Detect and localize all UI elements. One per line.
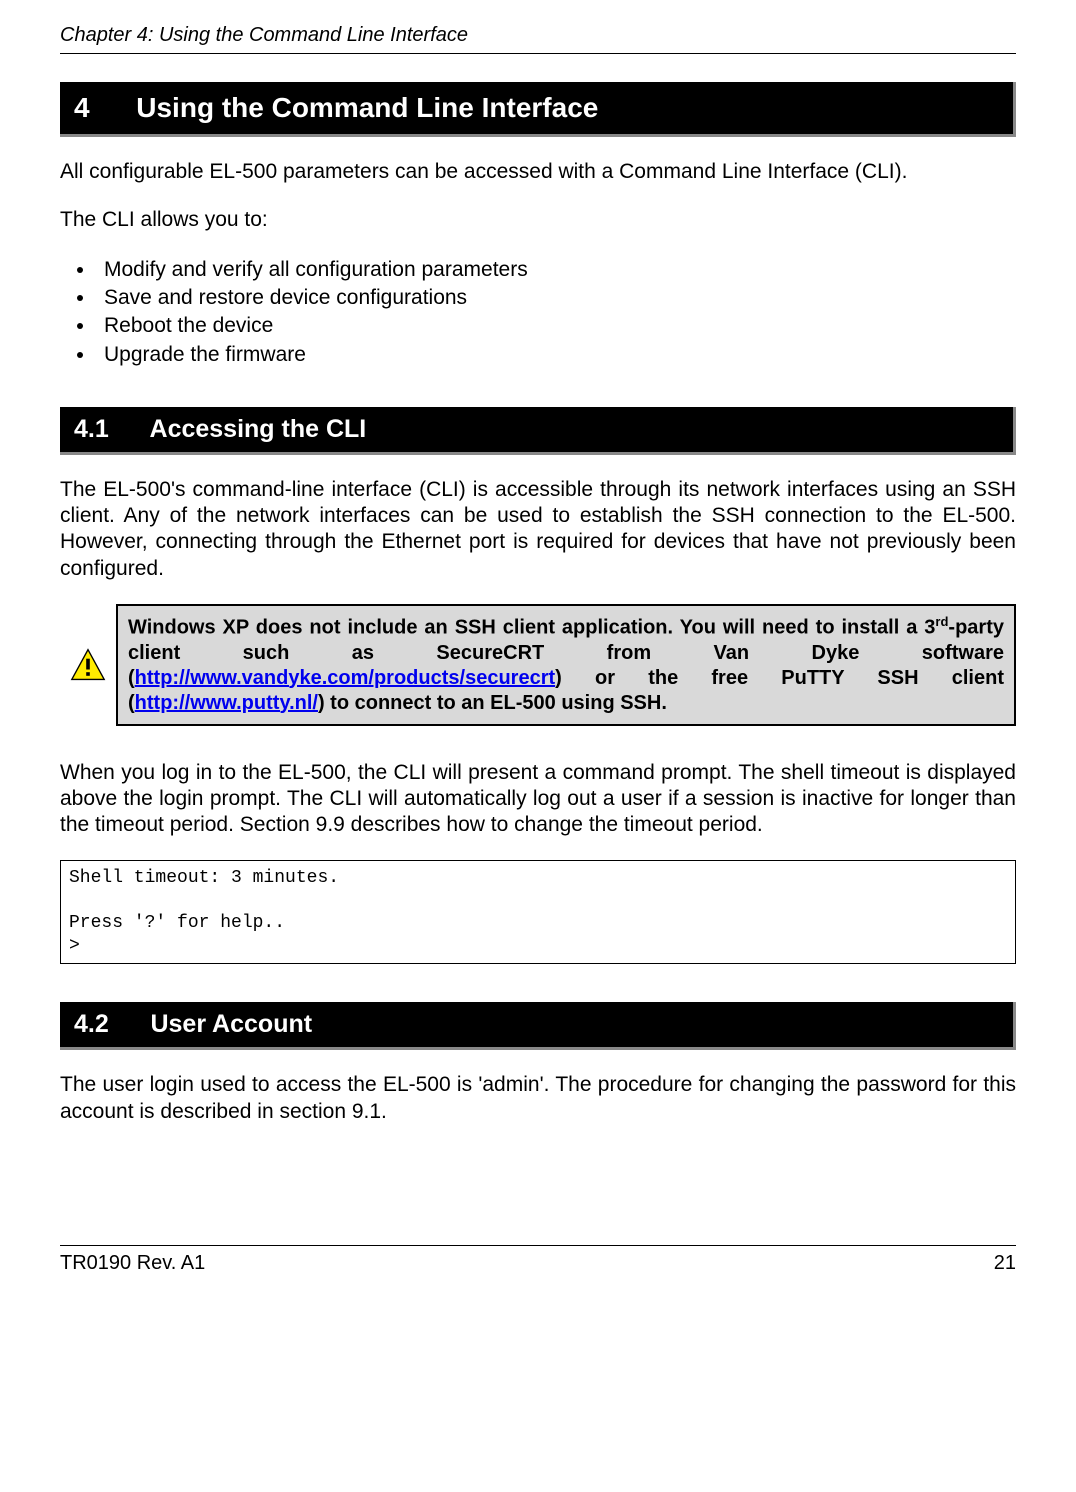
doc-id: TR0190 Rev. A1 [60,1252,205,1275]
section41-para2: When you log in to the EL-500, the CLI w… [60,760,1016,839]
section42-para1: The user login used to access the EL-500… [60,1072,1016,1125]
warning-icon-cell [60,647,116,683]
section4-allows-intro: The CLI allows you to: [60,207,1016,233]
warning-callout: Windows XP does not include an SSH clien… [60,604,1016,726]
page-header: Chapter 4: Using the Command Line Interf… [60,24,1016,54]
list-item: Modify and verify all configuration para… [96,256,1016,284]
securecrt-link[interactable]: http://www.vandyke.com/products/securecr… [135,667,555,689]
section-4-2-heading: 4.2 User Account [60,1002,1016,1050]
section-4-heading: 4 Using the Command Line Interface [60,82,1016,137]
subsection-title: Accessing the CLI [150,415,367,443]
warning-icon [70,647,106,683]
cli-capabilities-list: Modify and verify all configuration para… [96,256,1016,369]
chapter-title: Chapter 4: Using the Command Line Interf… [60,24,468,46]
putty-link[interactable]: http://www.putty.nl/ [135,692,318,714]
section-title: Using the Command Line Interface [136,92,598,123]
callout-sup: rd [935,614,948,629]
section4-intro: All configurable EL-500 parameters can b… [60,159,1016,185]
page-footer: TR0190 Rev. A1 21 [60,1245,1016,1275]
subsection-number: 4.2 [74,1010,109,1038]
page-number: 21 [994,1252,1016,1275]
list-item: Reboot the device [96,312,1016,340]
subsection-title: User Account [150,1010,312,1038]
callout-text-end: ) to connect to an EL-500 using SSH. [318,692,667,714]
callout-text-pre: Windows XP does not include an SSH clien… [128,617,935,639]
subsection-number: 4.1 [74,415,109,443]
warning-text: Windows XP does not include an SSH clien… [116,604,1016,726]
section41-para1: The EL-500's command-line interface (CLI… [60,477,1016,582]
section-4-1-heading: 4.1 Accessing the CLI [60,407,1016,455]
list-item: Upgrade the firmware [96,341,1016,369]
shell-output: Shell timeout: 3 minutes. Press '?' for … [60,860,1016,964]
section-number: 4 [74,92,90,123]
list-item: Save and restore device configurations [96,284,1016,312]
